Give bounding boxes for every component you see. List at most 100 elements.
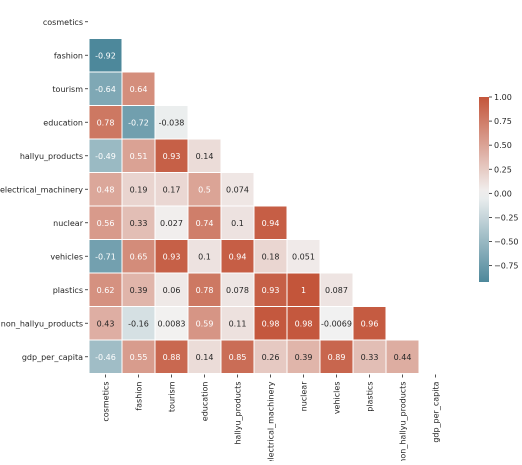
row-tick-label: electrical_machinery <box>0 185 83 194</box>
heatmap-cell <box>352 339 387 374</box>
row-tick-label: tourism <box>52 85 83 94</box>
cell-value-label: 0.59 <box>196 319 214 328</box>
heatmap-cell <box>88 306 123 341</box>
cell-value-label: 0.85 <box>229 353 247 362</box>
heatmap-cell <box>187 138 222 173</box>
heatmap-cell <box>121 138 156 173</box>
cell-value-label: -0.64 <box>95 85 116 94</box>
col-tick-label: gdp_per_capita <box>432 381 441 442</box>
cell-value-label: 0.44 <box>394 353 412 362</box>
heatmap-cell <box>220 205 255 240</box>
cell-value-label: -0.46 <box>95 353 116 362</box>
cell-value-label: 0.33 <box>130 219 148 228</box>
cells-layer <box>88 38 420 374</box>
heatmap-cell <box>253 339 288 374</box>
cell-value-label: 0.1 <box>198 252 211 261</box>
cell-value-label: 1 <box>301 286 306 295</box>
cell-labels-layer: -0.92-0.64 0.640.78 -0.72 -0.038-0.49 0.51 0.… <box>95 51 411 362</box>
cell-value-label: 0.93 <box>262 286 280 295</box>
colorbar: 1.00 0.75 0.50 0.25 0.00 −0.25 −0.50 −0.75 <box>479 93 519 282</box>
colorbar-tick-label: 0.75 <box>494 117 512 126</box>
cell-value-label: 0.39 <box>130 286 148 295</box>
cell-value-label: 0.051 <box>292 252 315 261</box>
cell-value-label: 0.94 <box>262 219 280 228</box>
heatmap-cell <box>88 38 123 73</box>
row-tick-label: plastics <box>53 286 83 295</box>
colorbar-tick-label: −0.75 <box>494 262 519 271</box>
cell-value-label: 0.087 <box>325 286 348 295</box>
cell-value-label: 0.98 <box>262 319 280 328</box>
cell-value-label: 0.027 <box>160 219 183 228</box>
cell-value-label: 0.074 <box>226 185 249 194</box>
cell-value-label: 0.96 <box>361 319 379 328</box>
cell-value-label: 0.0083 <box>158 319 186 328</box>
cell-value-label: 0.64 <box>130 85 148 94</box>
col-tick-label: cosmetics <box>102 382 111 422</box>
row-labels-layer: cosmetics fashion tourism education hallyu_p… <box>0 18 88 362</box>
cell-value-label: 0.93 <box>163 152 181 161</box>
colorbar-gradient <box>479 97 489 282</box>
cell-value-label: 0.98 <box>295 319 313 328</box>
cell-value-label: 0.11 <box>229 319 247 328</box>
row-tick-label: cosmetics <box>43 18 83 27</box>
cell-value-label: 0.39 <box>295 353 313 362</box>
cell-value-label: 0.56 <box>97 219 115 228</box>
col-labels-layer: cosmetics fashion tourism education hallyu_p… <box>102 374 441 465</box>
col-tick-label: plastics <box>366 382 375 412</box>
heatmap-cell <box>121 339 156 374</box>
col-tick-label: vehicles <box>333 382 342 415</box>
colorbar-tick-label: 0.00 <box>494 189 512 198</box>
cell-value-label: 0.78 <box>196 286 214 295</box>
cell-value-label: -0.92 <box>95 51 116 60</box>
col-tick-label: electrical_machinery <box>267 381 276 461</box>
col-tick-label: tourism <box>168 381 177 412</box>
heatmap-cell <box>220 339 255 374</box>
cell-value-label: 0.5 <box>198 185 211 194</box>
heatmap-cell <box>88 205 123 240</box>
cell-value-label: 0.18 <box>262 252 280 261</box>
heatmap-cell <box>187 339 222 374</box>
cell-value-label: 0.62 <box>97 286 115 295</box>
cell-value-label: 0.65 <box>130 252 148 261</box>
cell-value-label: 0.1 <box>231 219 244 228</box>
heatmap-cell <box>88 239 123 274</box>
col-tick-label: non_hallyu_products <box>399 382 408 462</box>
cell-value-label: 0.43 <box>97 319 115 328</box>
row-tick-label: hallyu_products <box>20 152 83 161</box>
heatmap-cell <box>88 272 123 307</box>
heatmap-cell <box>88 339 123 374</box>
cell-value-label: -0.49 <box>95 152 116 161</box>
cell-value-label: 0.78 <box>97 118 115 127</box>
heatmap-cell <box>187 172 222 207</box>
heatmap-cell <box>253 239 288 274</box>
col-tick-label: fashion <box>135 382 144 411</box>
cell-value-label: -0.16 <box>128 319 149 328</box>
heatmap-cell <box>253 306 288 341</box>
colorbar-tick-label: −0.25 <box>494 213 519 222</box>
cell-value-label: 0.51 <box>130 152 148 161</box>
heatmap-cell <box>154 339 189 374</box>
heatmap-cell <box>154 105 189 140</box>
row-tick-label: vehicles <box>50 252 83 261</box>
heatmap-cell <box>121 239 156 274</box>
col-tick-label: nuclear <box>300 381 309 412</box>
row-tick-label: fashion <box>54 51 83 60</box>
cell-value-label: 0.94 <box>229 252 247 261</box>
heatmap-cell <box>352 306 387 341</box>
heatmap-cell <box>253 205 288 240</box>
colorbar-tick-label: 0.25 <box>494 165 512 174</box>
cell-value-label: 0.48 <box>97 185 115 194</box>
cell-value-label: 0.17 <box>163 185 181 194</box>
cell-value-label: -0.038 <box>159 118 185 127</box>
heatmap-cell <box>319 272 354 307</box>
heatmap-cell <box>385 339 420 374</box>
col-tick-label: hallyu_products <box>234 382 243 445</box>
heatmap-cell <box>121 172 156 207</box>
cell-value-label: 0.14 <box>196 152 214 161</box>
row-tick-label: education <box>43 118 83 127</box>
colorbar-tick-label: 0.50 <box>494 141 512 150</box>
cell-value-label: 0.33 <box>361 353 379 362</box>
row-tick-label: nuclear <box>53 219 84 228</box>
cell-value-label: 0.55 <box>130 353 148 362</box>
